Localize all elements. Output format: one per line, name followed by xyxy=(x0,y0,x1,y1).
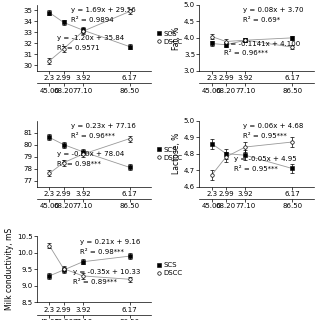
SCS xyxy=(128,165,132,169)
DSCC xyxy=(62,267,66,271)
DSCC xyxy=(244,38,247,42)
SCS xyxy=(128,254,132,258)
Line: SCS: SCS xyxy=(48,11,132,48)
Text: y = 0.21x + 9.16: y = 0.21x + 9.16 xyxy=(80,239,140,245)
Text: R² = 0.98***: R² = 0.98*** xyxy=(57,161,101,167)
SCS xyxy=(290,166,294,170)
Text: y = 0.23x + 77.16: y = 0.23x + 77.16 xyxy=(71,123,136,129)
SCS xyxy=(210,42,214,45)
DSCC xyxy=(290,45,294,49)
Legend: SCS, DSCC: SCS, DSCC xyxy=(157,147,182,161)
Text: y = 0.06x + 4.68: y = 0.06x + 4.68 xyxy=(243,123,303,129)
DSCC xyxy=(47,59,51,63)
SCS xyxy=(47,11,51,14)
Text: R² = 0.95***: R² = 0.95*** xyxy=(243,133,286,139)
DSCC xyxy=(128,277,132,281)
SCS xyxy=(244,153,247,157)
SCS xyxy=(62,20,66,24)
DSCC xyxy=(210,35,214,38)
Line: SCS: SCS xyxy=(210,36,294,46)
SCS xyxy=(290,36,294,40)
Text: R² = 0.98***: R² = 0.98*** xyxy=(80,249,124,255)
Text: R² = 0.9571: R² = 0.9571 xyxy=(57,45,100,51)
DSCC xyxy=(62,161,66,164)
Line: SCS: SCS xyxy=(48,254,132,278)
Line: SCS: SCS xyxy=(210,142,294,170)
SCS xyxy=(128,45,132,49)
SCS xyxy=(81,150,85,154)
Line: DSCC: DSCC xyxy=(48,137,132,175)
Line: DSCC: DSCC xyxy=(48,244,132,281)
DSCC xyxy=(290,140,294,144)
DSCC xyxy=(47,172,51,175)
Line: SCS: SCS xyxy=(48,136,132,169)
Text: R² = 0.89***: R² = 0.89*** xyxy=(73,279,117,285)
Line: DSCC: DSCC xyxy=(48,10,132,63)
SCS xyxy=(224,152,228,156)
Y-axis label: Milk conductivity, mS: Milk conductivity, mS xyxy=(5,228,14,310)
Text: y = -0.1141x + 4.100: y = -0.1141x + 4.100 xyxy=(224,41,300,46)
DSCC xyxy=(224,155,228,159)
Text: y = -1.20x + 35.84: y = -1.20x + 35.84 xyxy=(57,35,124,41)
DSCC xyxy=(224,40,228,44)
DSCC xyxy=(81,152,85,156)
Text: y = 0.08x + 3.70: y = 0.08x + 3.70 xyxy=(243,7,303,13)
DSCC xyxy=(81,274,85,278)
SCS xyxy=(81,260,85,264)
SCS xyxy=(224,43,228,47)
Text: y = -0.20x + 78.04: y = -0.20x + 78.04 xyxy=(57,151,124,157)
Text: y = -0.05x + 4.95: y = -0.05x + 4.95 xyxy=(234,156,296,162)
Legend: SCS, DSCC: SCS, DSCC xyxy=(157,262,182,276)
Text: y = 1.69x + 29.56: y = 1.69x + 29.56 xyxy=(71,7,136,13)
Text: R² = 0.69*: R² = 0.69* xyxy=(243,17,280,23)
Line: DSCC: DSCC xyxy=(210,140,294,177)
Y-axis label: Fat, %: Fat, % xyxy=(172,26,181,50)
SCS xyxy=(62,268,66,272)
SCS xyxy=(81,28,85,32)
SCS xyxy=(210,142,214,146)
Y-axis label: Lactose, %: Lactose, % xyxy=(172,133,181,174)
Text: R² = 0.96***: R² = 0.96*** xyxy=(224,51,268,56)
SCS xyxy=(62,143,66,147)
SCS xyxy=(47,274,51,278)
DSCC xyxy=(128,10,132,13)
DSCC xyxy=(128,137,132,140)
DSCC xyxy=(210,173,214,177)
SCS xyxy=(244,38,247,42)
DSCC xyxy=(47,244,51,247)
Text: y = -0.35x + 10.33: y = -0.35x + 10.33 xyxy=(73,269,141,275)
Legend: SCS, DSCC: SCS, DSCC xyxy=(157,31,182,45)
Line: DSCC: DSCC xyxy=(210,35,294,49)
DSCC xyxy=(244,145,247,149)
DSCC xyxy=(81,29,85,33)
Text: R² = 0.9894: R² = 0.9894 xyxy=(71,17,114,23)
SCS xyxy=(47,135,51,139)
Text: R² = 0.95***: R² = 0.95*** xyxy=(234,166,277,172)
DSCC xyxy=(62,47,66,51)
Text: R² = 0.96***: R² = 0.96*** xyxy=(71,133,115,139)
